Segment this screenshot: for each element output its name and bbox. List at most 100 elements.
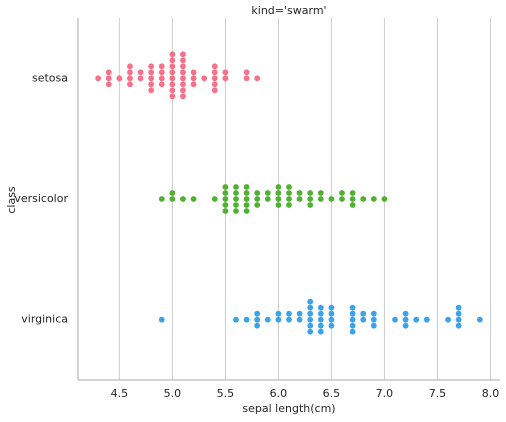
swarm-point <box>180 57 186 64</box>
swarm-point <box>148 63 155 70</box>
swarm-point <box>169 69 176 76</box>
swarm-point <box>307 202 314 208</box>
swarm-point <box>254 310 261 317</box>
swarm-point <box>307 322 314 329</box>
x-tick-label: 5.0 <box>164 387 182 400</box>
swarm-point <box>211 75 218 82</box>
swarm-point <box>222 196 229 202</box>
swarm-point <box>286 202 292 208</box>
swarm-point <box>339 196 345 202</box>
y-axis-label: class <box>5 186 18 214</box>
swarm-point <box>148 75 155 82</box>
swarm-point <box>95 75 102 82</box>
swarm-point <box>455 322 462 329</box>
swarm-point <box>349 304 356 311</box>
swarm-point <box>233 208 239 214</box>
swarm-point <box>275 190 282 196</box>
swarm-point <box>233 184 239 190</box>
swarm-point <box>328 304 335 311</box>
swarm-point <box>105 75 112 82</box>
swarm-point <box>286 310 292 317</box>
swarm-point <box>275 196 282 202</box>
swarm-point <box>286 316 292 323</box>
swarm-point <box>275 316 282 323</box>
swarm-point <box>423 316 430 323</box>
swarm-point <box>339 190 345 196</box>
swarm-point <box>360 316 367 323</box>
swarm-point <box>455 310 462 317</box>
swarm-point <box>264 190 271 196</box>
y-tick-label: setosa <box>32 71 68 84</box>
swarm-point <box>243 184 250 190</box>
swarm-point <box>243 75 250 82</box>
swarm-point <box>243 202 250 208</box>
swarm-point <box>222 184 229 190</box>
swarm-point <box>169 81 176 88</box>
swarm-point <box>402 322 409 329</box>
y-tick-label: versicolor <box>14 192 68 205</box>
x-tick-label: 8.0 <box>482 387 500 400</box>
swarm-point <box>169 63 176 70</box>
swarm-point <box>211 196 218 202</box>
swarm-point <box>222 75 229 82</box>
x-tick-label: 7.0 <box>376 387 394 400</box>
swarm-point <box>254 322 261 329</box>
swarm-point <box>381 196 388 202</box>
swarm-point <box>307 310 314 317</box>
swarm-point <box>328 322 335 329</box>
swarm-point <box>317 328 324 335</box>
swarm-point <box>455 316 462 323</box>
swarm-point <box>211 69 218 76</box>
swarm-point <box>243 190 250 196</box>
swarm-point <box>254 190 261 196</box>
y-tick-label: virginica <box>21 313 68 326</box>
swarm-point <box>317 310 324 317</box>
swarm-point <box>137 75 144 82</box>
swarm-point <box>169 196 176 202</box>
swarm-point <box>158 75 165 82</box>
swarm-point <box>254 202 261 208</box>
swarm-point <box>211 63 218 70</box>
swarm-point <box>360 310 367 317</box>
swarm-point <box>180 93 186 100</box>
swarm-point <box>349 316 356 323</box>
swarm-point <box>349 190 356 196</box>
swarm-point <box>190 75 197 82</box>
swarm-point <box>222 202 229 208</box>
swarm-point <box>222 208 229 214</box>
swarm-point <box>148 81 155 88</box>
swarm-point <box>169 190 176 196</box>
swarm-point <box>370 196 377 202</box>
swarm-point <box>317 196 324 202</box>
swarm-point <box>317 304 324 311</box>
swarm-point <box>116 75 123 82</box>
swarm-point <box>190 69 197 76</box>
swarm-point <box>328 316 335 323</box>
swarm-point <box>307 328 314 335</box>
swarm-point <box>127 75 133 82</box>
swarm-point <box>455 304 462 311</box>
swarm-point <box>105 81 112 88</box>
swarm-point <box>307 316 314 323</box>
swarm-point <box>370 322 377 329</box>
swarm-point <box>296 196 303 202</box>
swarm-point <box>370 310 377 317</box>
swarm-point <box>180 81 186 88</box>
swarm-point <box>349 196 356 202</box>
swarm-point <box>180 69 186 76</box>
swarm-point <box>349 202 356 208</box>
swarm-point <box>307 304 314 311</box>
swarm-point <box>243 316 250 323</box>
swarm-point <box>264 316 271 323</box>
swarm-point <box>317 316 324 323</box>
swarm-point <box>402 310 409 317</box>
swarm-point <box>275 202 282 208</box>
swarm-point <box>233 202 239 208</box>
swarm-point <box>370 316 377 323</box>
swarm-point <box>180 75 186 82</box>
swarm-point <box>190 196 197 202</box>
swarm-point <box>158 316 165 323</box>
swarm-point <box>445 316 451 323</box>
swarm-point <box>127 63 133 70</box>
